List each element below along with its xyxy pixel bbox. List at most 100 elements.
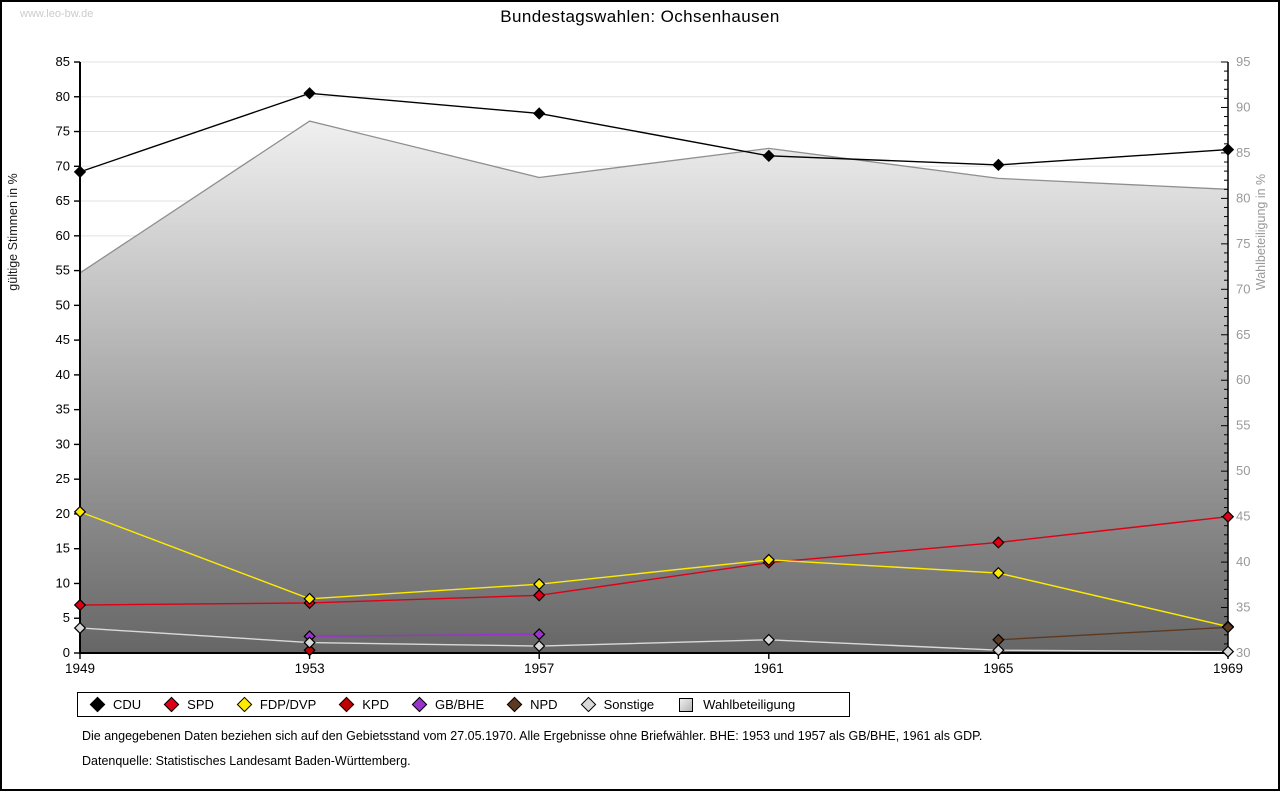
- legend-swatch-wahlbeteiligung: [679, 697, 694, 712]
- marker-cdu: [303, 87, 316, 100]
- right-tick-label: 95: [1236, 54, 1250, 69]
- marker-fdp-dvp: [992, 566, 1005, 580]
- spd-line: [79, 516, 1229, 606]
- left-tick-label: 75: [56, 124, 70, 139]
- left-tick-label: 50: [56, 297, 70, 312]
- left-tick-label: 25: [56, 471, 70, 486]
- wahlbeteiligung-area: [80, 121, 1228, 654]
- legend-label: CDU: [113, 697, 142, 712]
- page-title: Bundestagswahlen: Ochsenhausen: [500, 7, 780, 26]
- marker-sonstige: [1221, 645, 1235, 658]
- marker-sonstige: [303, 636, 316, 649]
- x-tick-label: 1969: [1213, 661, 1243, 676]
- gb-bhe-line: [309, 633, 540, 638]
- wahlbeteiligung-outline: [79, 120, 1229, 274]
- legend-marker-fdp-dvp: [236, 696, 253, 713]
- marker-sonstige: [992, 644, 1005, 657]
- left-tick-label: 20: [56, 506, 70, 521]
- sonstige-line: [79, 627, 1229, 653]
- left-tick-label: 5: [63, 610, 70, 625]
- legend-label: KPD: [362, 697, 389, 712]
- right-tick-label: 45: [1236, 509, 1250, 524]
- marker-gb-bhe: [533, 628, 546, 641]
- cdu-line: [79, 92, 1229, 173]
- legend-marker-cdu: [89, 696, 106, 713]
- marker-cdu: [1221, 143, 1235, 156]
- left-tick-label: 0: [63, 645, 70, 660]
- left-tick-label: 80: [56, 89, 70, 104]
- legend-label: GB/BHE: [434, 697, 485, 712]
- legend-label: FDP/DVP: [259, 697, 317, 712]
- right-axis-title: Wahlbeteiligung in %: [1254, 174, 1268, 290]
- right-tick-label: 70: [1236, 281, 1250, 296]
- marker-kpd: [303, 644, 316, 657]
- left-tick-label: 30: [56, 436, 70, 451]
- marker-fdp-dvp: [762, 553, 775, 566]
- left-tick-label: 85: [56, 54, 70, 69]
- legend-marker-npd: [506, 696, 523, 713]
- right-tick-label: 40: [1236, 554, 1250, 569]
- legend-item-spd: SPD: [163, 696, 214, 713]
- legend-item-wahlbeteiligung: Wahlbeteiligung: [679, 697, 795, 712]
- footnote-datenquelle: Datenquelle: Statistisches Landesamt Bad…: [82, 754, 411, 768]
- right-tick-label: 65: [1236, 327, 1250, 342]
- left-tick-label: 55: [56, 263, 70, 278]
- x-tick-label: 1949: [65, 661, 95, 676]
- legend-marker-sonstige: [580, 696, 596, 713]
- marker-fdp-dvp: [73, 505, 87, 519]
- marker-spd: [73, 598, 87, 612]
- chart-legend: CDU SPD FDP/DVP KPD GB/BHE NPD Sonstige Wahlbet…: [77, 692, 850, 717]
- x-tick-label: 1965: [983, 661, 1013, 676]
- marker-npd: [1221, 621, 1235, 634]
- right-tick-label: 30: [1236, 645, 1250, 660]
- right-tick-label: 60: [1236, 372, 1250, 387]
- marker-cdu: [73, 165, 87, 179]
- right-tick-label: 90: [1236, 99, 1250, 114]
- x-tick-label: 1953: [295, 661, 325, 676]
- election-results-chart: 0 5 10 15 20 25 30 35 40 45 50 55 60 65 70 75 80 85 30 35 40…: [6, 54, 1268, 676]
- x-tick-label: 1961: [754, 661, 784, 676]
- right-tick-label: 85: [1236, 145, 1250, 160]
- footnote-gebietsstand: Die angegebenen Daten beziehen sich auf …: [82, 729, 983, 743]
- marker-spd: [992, 536, 1005, 549]
- left-tick-label: 40: [56, 367, 70, 382]
- legend-item-cdu: CDU: [89, 696, 142, 713]
- left-tick-label: 15: [56, 541, 70, 556]
- legend-label: Wahlbeteiligung: [703, 697, 796, 712]
- legend-label: NPD: [530, 697, 558, 712]
- legend-marker-gb-bhe: [411, 696, 428, 713]
- legend-item-kpd: KPD: [338, 696, 389, 713]
- left-tick-label: 10: [56, 575, 70, 590]
- right-tick-label: 80: [1236, 190, 1250, 205]
- right-tick-label: 50: [1236, 463, 1250, 478]
- marker-sonstige: [533, 639, 546, 653]
- right-tick-label: 75: [1236, 236, 1250, 251]
- right-tick-label: 55: [1236, 418, 1250, 433]
- legend-marker-kpd: [338, 696, 355, 713]
- marker-cdu: [533, 107, 546, 120]
- legend-marker-spd: [163, 696, 180, 713]
- marker-spd: [533, 589, 546, 602]
- fdp-dvp-line: [79, 511, 1229, 628]
- legend-item-sonstige: Sonstige: [580, 696, 655, 713]
- marker-sonstige: [762, 633, 775, 646]
- left-tick-label: 60: [56, 228, 70, 243]
- marker-sonstige: [73, 621, 87, 635]
- legend-item-npd: NPD: [506, 696, 558, 713]
- left-tick-label: 70: [56, 158, 70, 173]
- legend-item-fdp-dvp: FDP/DVP: [236, 696, 317, 713]
- marker-fdp-dvp: [533, 578, 546, 591]
- left-tick-label: 35: [56, 402, 70, 417]
- legend-label: SPD: [187, 697, 214, 712]
- npd-line: [998, 626, 1229, 641]
- watermark: www.leo-bw.de: [20, 8, 94, 20]
- marker-cdu: [992, 158, 1005, 172]
- legend-label: Sonstige: [603, 697, 655, 712]
- left-tick-label: 65: [56, 193, 70, 208]
- marker-fdp-dvp: [303, 592, 316, 605]
- x-tick-label: 1957: [524, 661, 554, 676]
- left-axis-title: gültige Stimmen in %: [6, 173, 20, 290]
- marker-spd: [1221, 510, 1235, 523]
- right-tick-label: 35: [1236, 600, 1250, 615]
